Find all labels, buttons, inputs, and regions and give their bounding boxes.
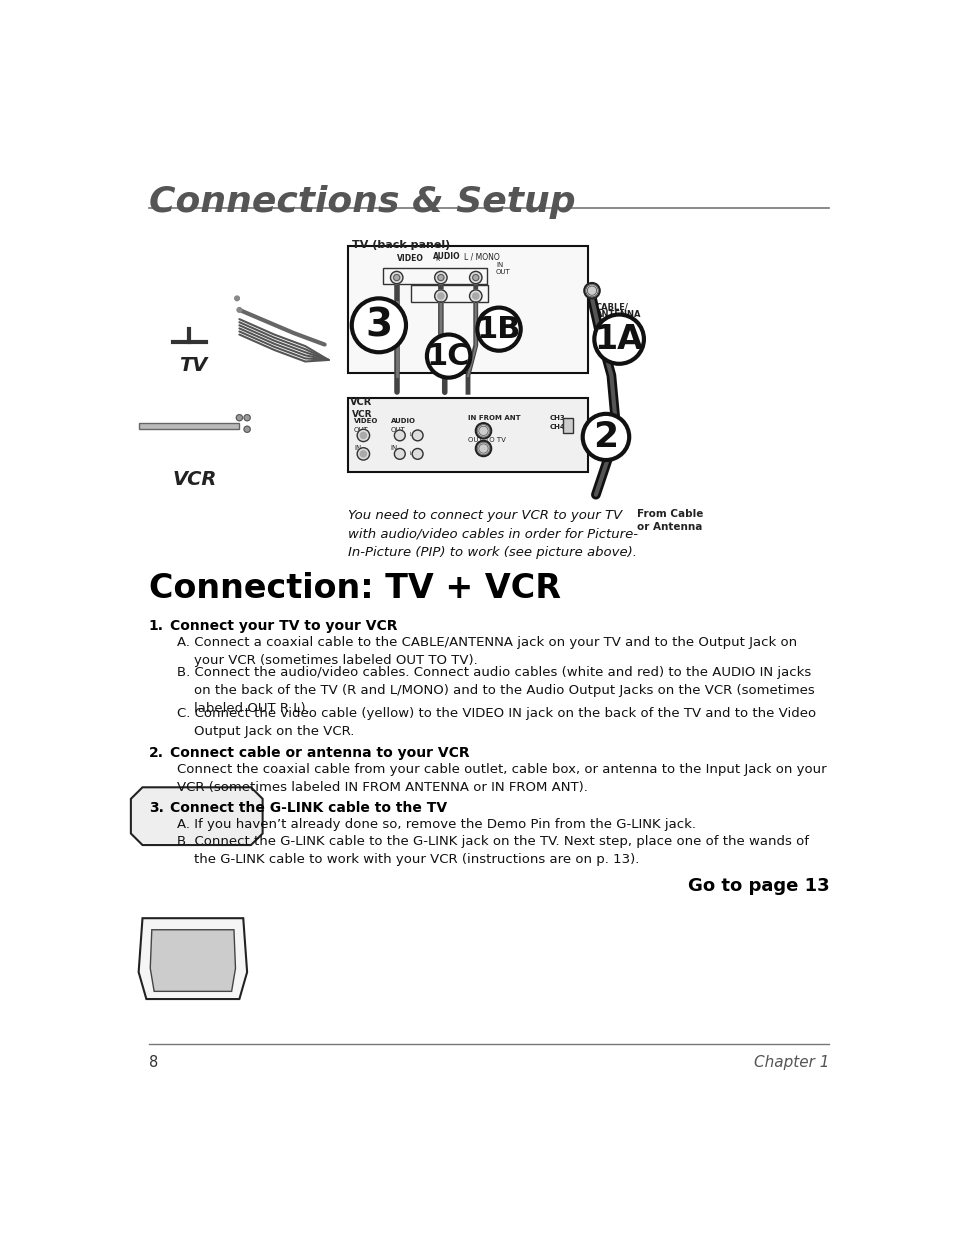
Text: OUT: OUT: [354, 427, 369, 433]
Circle shape: [236, 308, 241, 312]
Circle shape: [390, 272, 402, 284]
Text: AUDIO: AUDIO: [390, 417, 416, 424]
Text: B. Connect the G-LINK cable to the G-LINK jack on the TV. Next step, place one o: B. Connect the G-LINK cable to the G-LIN…: [177, 835, 808, 866]
Circle shape: [357, 320, 365, 327]
Circle shape: [352, 299, 406, 352]
Text: 8: 8: [149, 1055, 158, 1071]
Text: CH4: CH4: [549, 424, 565, 430]
Circle shape: [412, 448, 422, 459]
Text: B. Connect the audio/video cables. Connect audio cables (white and red) to the A: B. Connect the audio/video cables. Conne…: [177, 666, 814, 715]
FancyBboxPatch shape: [138, 424, 239, 430]
Text: 3: 3: [365, 306, 392, 345]
Text: R: R: [397, 451, 401, 456]
Text: C. Connect the video cable (yellow) to the VIDEO IN jack on the back of the TV a: C. Connect the video cable (yellow) to t…: [177, 708, 816, 739]
Text: 3.: 3.: [149, 802, 163, 815]
Text: TV: TV: [178, 356, 207, 375]
Text: IN: IN: [497, 262, 503, 268]
Circle shape: [244, 426, 250, 432]
Text: IN: IN: [390, 445, 397, 451]
Circle shape: [437, 293, 443, 299]
Polygon shape: [150, 930, 235, 992]
Text: G-LINK: G-LINK: [356, 316, 379, 322]
Text: Connection: TV + VCR: Connection: TV + VCR: [149, 572, 560, 605]
Circle shape: [472, 293, 478, 299]
Text: IN FROM ANT: IN FROM ANT: [468, 415, 520, 421]
Circle shape: [394, 448, 405, 459]
Circle shape: [427, 335, 470, 378]
Circle shape: [356, 430, 369, 442]
Circle shape: [412, 430, 422, 441]
Circle shape: [435, 290, 447, 303]
Circle shape: [360, 432, 366, 438]
Circle shape: [437, 274, 443, 280]
Circle shape: [236, 415, 242, 421]
Text: CH3: CH3: [549, 415, 564, 421]
Text: Connect the G-LINK cable to the TV: Connect the G-LINK cable to the TV: [170, 802, 446, 815]
Text: 1B: 1B: [476, 315, 520, 343]
Text: VIDEO: VIDEO: [354, 417, 378, 424]
Bar: [562, 417, 572, 433]
Text: IN: IN: [354, 445, 361, 451]
Text: OUT: OUT: [390, 427, 405, 433]
Bar: [410, 285, 488, 303]
Text: CABLE/: CABLE/: [596, 303, 628, 311]
Text: 1C: 1C: [426, 342, 470, 370]
Text: Chapter 1: Chapter 1: [753, 1055, 828, 1071]
Text: R: R: [435, 257, 439, 262]
Text: Connect your TV to your VCR: Connect your TV to your VCR: [170, 620, 396, 634]
Circle shape: [469, 272, 481, 284]
Circle shape: [479, 311, 495, 327]
Circle shape: [476, 441, 491, 456]
Text: 2.: 2.: [149, 746, 164, 760]
Text: Connect the coaxial cable from your cable outlet, cable box, or antenna to the I: Connect the coaxial cable from your cabl…: [177, 763, 826, 794]
Bar: [382, 268, 487, 284]
Text: 1.: 1.: [149, 620, 164, 634]
Text: From Cable
or Antenna: From Cable or Antenna: [637, 509, 702, 532]
Circle shape: [360, 451, 366, 457]
Text: ANTENNA: ANTENNA: [596, 310, 640, 319]
Circle shape: [594, 315, 643, 364]
Text: S-VIDEO: S-VIDEO: [479, 330, 505, 335]
Circle shape: [472, 274, 478, 280]
Text: L / MONO: L / MONO: [464, 252, 499, 261]
Text: Connect cable or antenna to your VCR: Connect cable or antenna to your VCR: [170, 746, 469, 760]
Circle shape: [244, 415, 250, 421]
Text: OUT: OUT: [496, 269, 510, 275]
Circle shape: [469, 290, 481, 303]
Circle shape: [476, 308, 520, 351]
Circle shape: [582, 414, 629, 461]
Text: Connections & Setup: Connections & Setup: [149, 185, 575, 219]
Text: 1A: 1A: [594, 322, 643, 356]
Text: A. Connect a coaxial cable to the CABLE/ANTENNA jack on your TV and to the Outpu: A. Connect a coaxial cable to the CABLE/…: [177, 636, 797, 667]
Circle shape: [356, 448, 369, 461]
Circle shape: [234, 296, 239, 300]
Circle shape: [394, 430, 405, 441]
Polygon shape: [138, 918, 247, 999]
Text: VCR: VCR: [352, 410, 372, 419]
Circle shape: [435, 272, 447, 284]
Bar: [348, 246, 587, 373]
Circle shape: [394, 274, 399, 280]
Text: VCR: VCR: [172, 471, 217, 489]
Text: L: L: [410, 432, 413, 437]
Text: 2: 2: [593, 420, 618, 454]
Text: L: L: [410, 451, 413, 456]
Circle shape: [476, 424, 491, 438]
Text: VCR: VCR: [350, 396, 372, 406]
Text: A. If you haven’t already done so, remove the Demo Pin from the G-LINK jack.: A. If you haven’t already done so, remov…: [177, 818, 696, 831]
Text: VIDEO: VIDEO: [396, 254, 423, 263]
Text: AUDIO: AUDIO: [433, 252, 460, 261]
Text: You need to connect your VCR to your TV
with audio/video cables in order for Pic: You need to connect your VCR to your TV …: [348, 509, 638, 558]
Text: R: R: [397, 432, 401, 437]
Circle shape: [583, 283, 599, 299]
Text: TV (back panel): TV (back panel): [352, 240, 450, 249]
Bar: [348, 399, 587, 472]
Text: Go to page 13: Go to page 13: [687, 877, 828, 895]
Text: OUT TO TV: OUT TO TV: [468, 437, 505, 443]
Polygon shape: [131, 787, 262, 845]
